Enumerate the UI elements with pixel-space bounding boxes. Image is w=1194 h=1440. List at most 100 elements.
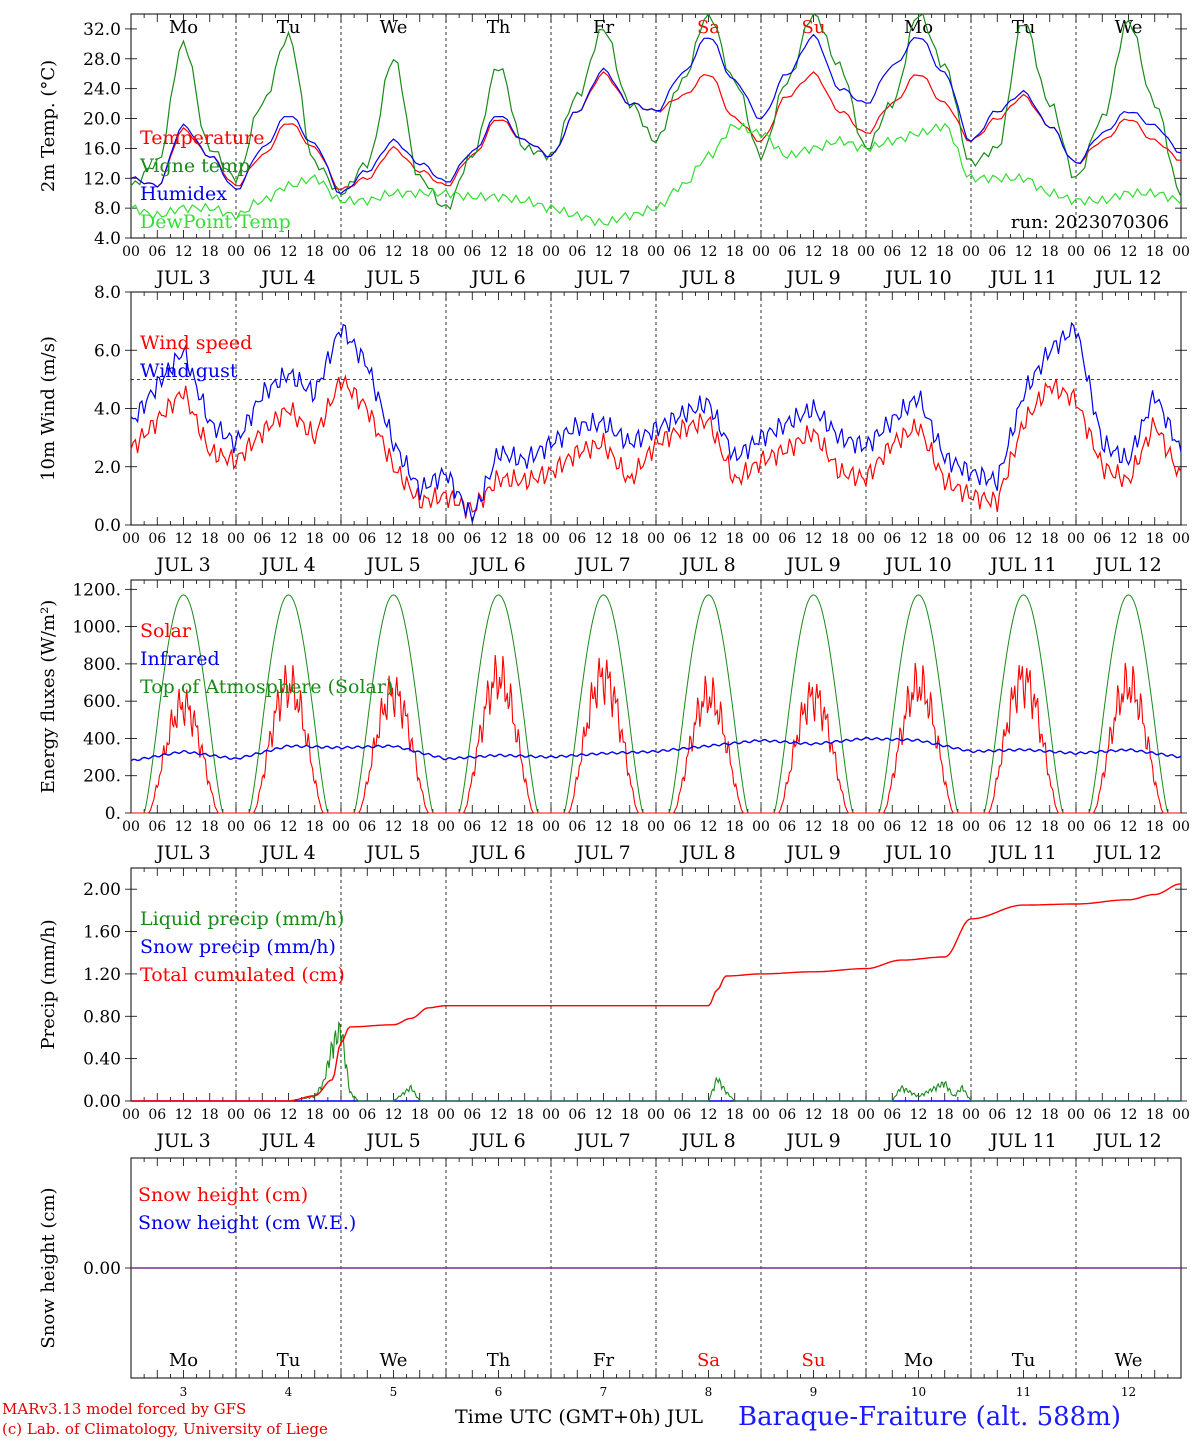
hour-tick-label: 06 bbox=[1093, 819, 1111, 835]
date-label: JUL 7 bbox=[574, 267, 630, 289]
dow-label: Fr bbox=[593, 1350, 614, 1371]
hour-tick-label: 18 bbox=[516, 244, 534, 260]
lab-credit: (c) Lab. of Climatology, University of L… bbox=[2, 1420, 328, 1438]
hour-tick-label: 00 bbox=[857, 244, 875, 260]
hour-tick-label: 18 bbox=[1146, 819, 1164, 835]
day-number-label: 11 bbox=[1016, 1385, 1031, 1399]
hour-tick-label: 06 bbox=[673, 819, 691, 835]
dow-label: Tu bbox=[277, 1350, 301, 1371]
hour-tick-label: 00 bbox=[332, 1107, 350, 1123]
day-number-label: 5 bbox=[390, 1385, 398, 1399]
hour-tick-label: 12 bbox=[1120, 819, 1138, 835]
hour-tick-label: 12 bbox=[280, 244, 298, 260]
time-axis-label: Time UTC (GMT+0h) JUL bbox=[455, 1406, 703, 1428]
liquid-precip-line bbox=[131, 1021, 1181, 1102]
date-label: JUL 6 bbox=[469, 554, 525, 576]
y-tick-label: 16.0 bbox=[83, 139, 121, 159]
hour-tick-label: 18 bbox=[201, 244, 219, 260]
hour-tick-label: 06 bbox=[778, 531, 796, 547]
day-number-label: 12 bbox=[1121, 1385, 1136, 1399]
hour-tick-label: 00 bbox=[1172, 1107, 1190, 1123]
hour-tick-label: 12 bbox=[805, 244, 823, 260]
y-tick-label: 0.00 bbox=[83, 1092, 121, 1112]
legend-red: Total cumulated (cm) bbox=[140, 964, 345, 986]
hour-tick-label: 06 bbox=[1093, 244, 1111, 260]
hour-tick-label: 12 bbox=[595, 1107, 613, 1123]
hour-tick-label: 00 bbox=[1172, 244, 1190, 260]
cumulated-precip-line bbox=[131, 883, 1182, 1102]
hour-tick-label: 12 bbox=[280, 531, 298, 547]
hour-tick-label: 00 bbox=[1067, 531, 1085, 547]
hour-tick-label: 06 bbox=[148, 244, 166, 260]
panel-frame bbox=[130, 13, 1182, 239]
date-label: JUL 12 bbox=[1093, 1130, 1161, 1152]
date-label: JUL 10 bbox=[883, 267, 951, 289]
legend-green: Top of Atmosphere (Solar) bbox=[140, 676, 393, 698]
hour-tick-label: 06 bbox=[778, 819, 796, 835]
hour-tick-label: 00 bbox=[962, 819, 980, 835]
legend-blue: Snow height (cm W.E.) bbox=[138, 1212, 356, 1234]
y-tick-label: 200. bbox=[83, 767, 121, 787]
hour-tick-label: 12 bbox=[385, 1107, 403, 1123]
hour-tick-label: 06 bbox=[358, 1107, 376, 1123]
date-label: JUL 11 bbox=[988, 842, 1056, 864]
hour-tick-label: 00 bbox=[962, 1107, 980, 1123]
hour-tick-label: 00 bbox=[647, 1107, 665, 1123]
date-label: JUL 3 bbox=[154, 554, 210, 576]
hour-tick-label: 00 bbox=[122, 244, 140, 260]
day-number-label: 8 bbox=[705, 1385, 713, 1399]
hour-tick-label: 06 bbox=[148, 819, 166, 835]
hour-tick-label: 18 bbox=[621, 1107, 639, 1123]
y-axis-title: Snow height (cm) bbox=[38, 1187, 59, 1348]
date-label: JUL 9 bbox=[784, 1130, 840, 1152]
dow-label: Sa bbox=[697, 1350, 720, 1371]
hour-tick-label: 06 bbox=[253, 244, 271, 260]
date-label: JUL 12 bbox=[1093, 554, 1161, 576]
date-label: JUL 3 bbox=[154, 842, 210, 864]
y-tick-label: 8.0 bbox=[94, 283, 121, 303]
hour-tick-label: 00 bbox=[857, 1107, 875, 1123]
hour-tick-label: 06 bbox=[883, 531, 901, 547]
date-label: JUL 8 bbox=[679, 554, 735, 576]
y-tick-label: 1.60 bbox=[83, 923, 121, 943]
hour-tick-label: 18 bbox=[1146, 244, 1164, 260]
date-label: JUL 11 bbox=[988, 267, 1056, 289]
legend-red: Solar bbox=[140, 620, 192, 642]
hour-tick-label: 12 bbox=[805, 819, 823, 835]
station-title: Baraque-Fraiture (alt. 588m) bbox=[738, 1402, 1122, 1432]
date-label: JUL 3 bbox=[154, 1130, 210, 1152]
dow-label: We bbox=[380, 17, 408, 38]
hour-tick-label: 12 bbox=[175, 244, 193, 260]
y-tick-label: 1000. bbox=[72, 618, 121, 638]
dow-label: Fr bbox=[593, 17, 614, 38]
date-label: JUL 12 bbox=[1093, 267, 1161, 289]
hour-tick-label: 06 bbox=[988, 819, 1006, 835]
date-label: JUL 7 bbox=[574, 1130, 630, 1152]
hour-tick-label: 12 bbox=[595, 244, 613, 260]
hour-tick-label: 06 bbox=[463, 531, 481, 547]
hour-tick-label: 18 bbox=[1041, 531, 1059, 547]
hour-tick-label: 00 bbox=[437, 244, 455, 260]
y-tick-label: 0.0 bbox=[94, 516, 121, 536]
hour-tick-label: 18 bbox=[1041, 1107, 1059, 1123]
hour-tick-label: 12 bbox=[175, 819, 193, 835]
hour-tick-label: 06 bbox=[148, 531, 166, 547]
date-label: JUL 5 bbox=[364, 554, 420, 576]
hour-tick-label: 18 bbox=[726, 1107, 744, 1123]
hour-tick-label: 00 bbox=[962, 531, 980, 547]
y-tick-label: 4.0 bbox=[94, 400, 121, 420]
hour-tick-label: 00 bbox=[1067, 819, 1085, 835]
run-annotation: run: 2023070306 bbox=[1011, 212, 1169, 233]
hour-tick-label: 18 bbox=[411, 531, 429, 547]
y-tick-label: 800. bbox=[83, 655, 121, 675]
hour-tick-label: 00 bbox=[437, 819, 455, 835]
hour-tick-label: 06 bbox=[358, 819, 376, 835]
date-label: JUL 5 bbox=[364, 842, 420, 864]
hour-tick-label: 06 bbox=[988, 1107, 1006, 1123]
hour-tick-label: 12 bbox=[1015, 244, 1033, 260]
y-tick-label: 1.20 bbox=[83, 965, 121, 985]
date-label: JUL 8 bbox=[679, 1130, 735, 1152]
date-label: JUL 5 bbox=[364, 267, 420, 289]
dow-label: Tu bbox=[1012, 1350, 1036, 1371]
y-tick-label: 2.00 bbox=[83, 880, 121, 900]
